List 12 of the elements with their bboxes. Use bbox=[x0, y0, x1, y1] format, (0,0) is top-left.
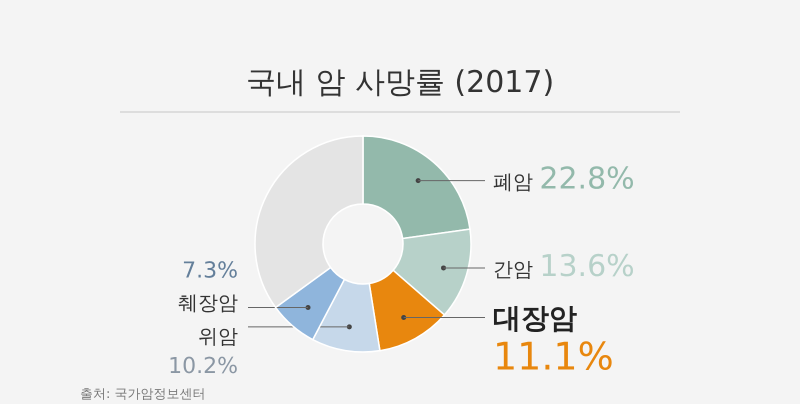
data-label: 13.6% bbox=[539, 248, 635, 284]
chart-title: 국내 암 사망률 (2017) bbox=[246, 65, 554, 100]
source-note: 출처: 국가암정보센터 bbox=[80, 387, 206, 402]
data-label: 7.3% bbox=[182, 258, 238, 284]
slice-label: 간암 bbox=[493, 256, 540, 281]
slice-label: 췌장암 bbox=[178, 290, 238, 315]
slice-label: 대장암 bbox=[493, 301, 577, 334]
slice-label: 위암 bbox=[198, 324, 238, 348]
data-label: 22.8% bbox=[539, 162, 635, 197]
data-label: 10.2% bbox=[168, 354, 238, 379]
data-label: 11.1% bbox=[493, 334, 614, 378]
slice-label: 폐암 bbox=[493, 170, 540, 194]
